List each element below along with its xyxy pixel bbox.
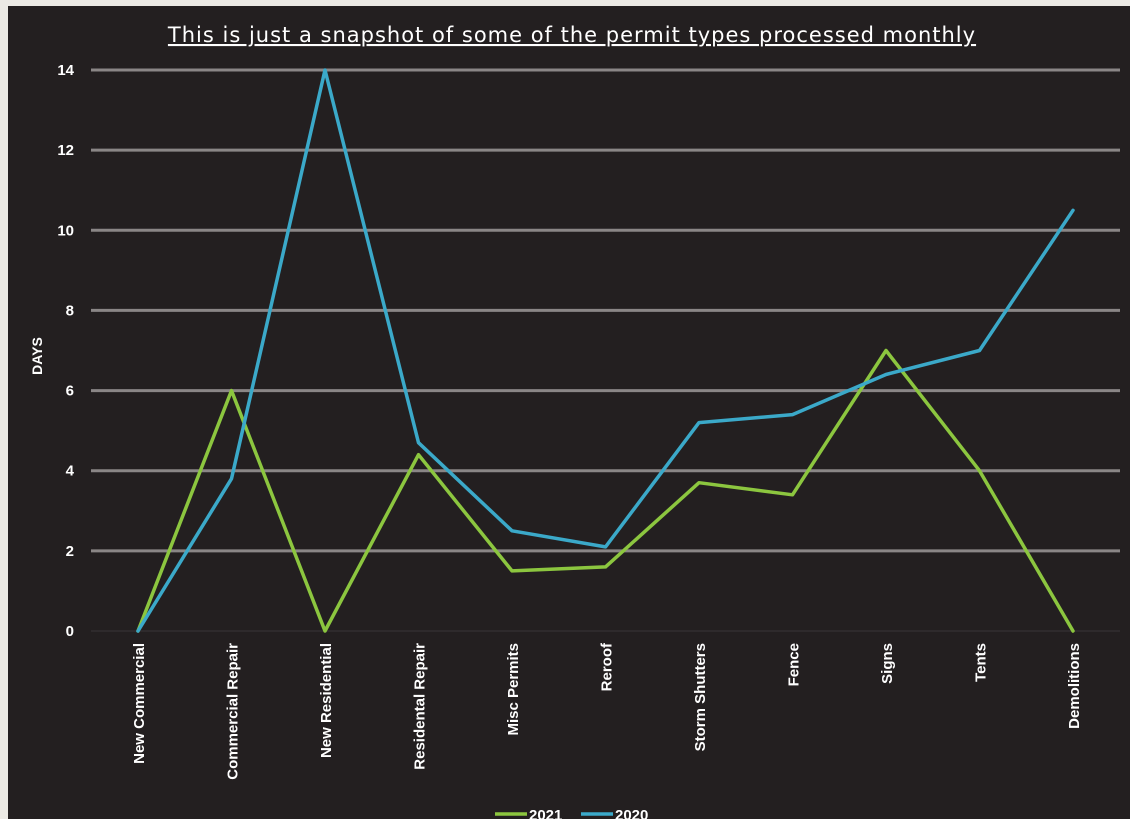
x-tick-label: Demolitions: [1066, 643, 1083, 729]
chart-title: This is just a snapshot of some of the p…: [167, 23, 976, 47]
legend: 2021 2020: [495, 807, 648, 819]
y-axis-ticks: 0 2 4 6 8 10 12 14: [57, 62, 74, 640]
x-tick-label: Commercial Repair: [225, 643, 242, 780]
series-lines: [136, 68, 1075, 633]
x-tick-label: Residental Repair: [412, 643, 429, 770]
y-tick-label: 2: [66, 543, 74, 560]
y-axis-label: DAYS: [29, 337, 45, 375]
series-line-2020: [136, 68, 1075, 633]
series-line-2021: [136, 348, 1075, 633]
x-tick-label: Storm Shutters: [692, 643, 709, 751]
x-tick-label: Reroof: [599, 642, 616, 691]
x-tick-label: New Residential: [318, 643, 335, 758]
y-tick-label: 10: [57, 222, 74, 239]
x-tick-label: New Commercial: [131, 643, 148, 764]
x-tick-label: Signs: [879, 643, 896, 684]
y-tick-label: 12: [57, 142, 74, 159]
legend-label-2020: 2020: [615, 807, 648, 819]
x-tick-label: Tents: [973, 643, 990, 682]
legend-label-2021: 2021: [529, 807, 562, 819]
y-tick-label: 14: [57, 62, 74, 79]
x-axis-ticks: New Commercial Commercial Repair New Resid…: [131, 642, 1083, 780]
y-tick-label: 8: [66, 302, 74, 319]
y-tick-label: 0: [66, 623, 74, 640]
line-chart: This is just a snapshot of some of the p…: [29, 23, 1120, 819]
x-tick-label: Misc Permits: [505, 643, 522, 736]
chart-frame: This is just a snapshot of some of the p…: [8, 6, 1130, 819]
y-tick-label: 6: [66, 383, 74, 400]
x-tick-label: Fence: [786, 643, 803, 686]
y-tick-label: 4: [66, 463, 75, 480]
